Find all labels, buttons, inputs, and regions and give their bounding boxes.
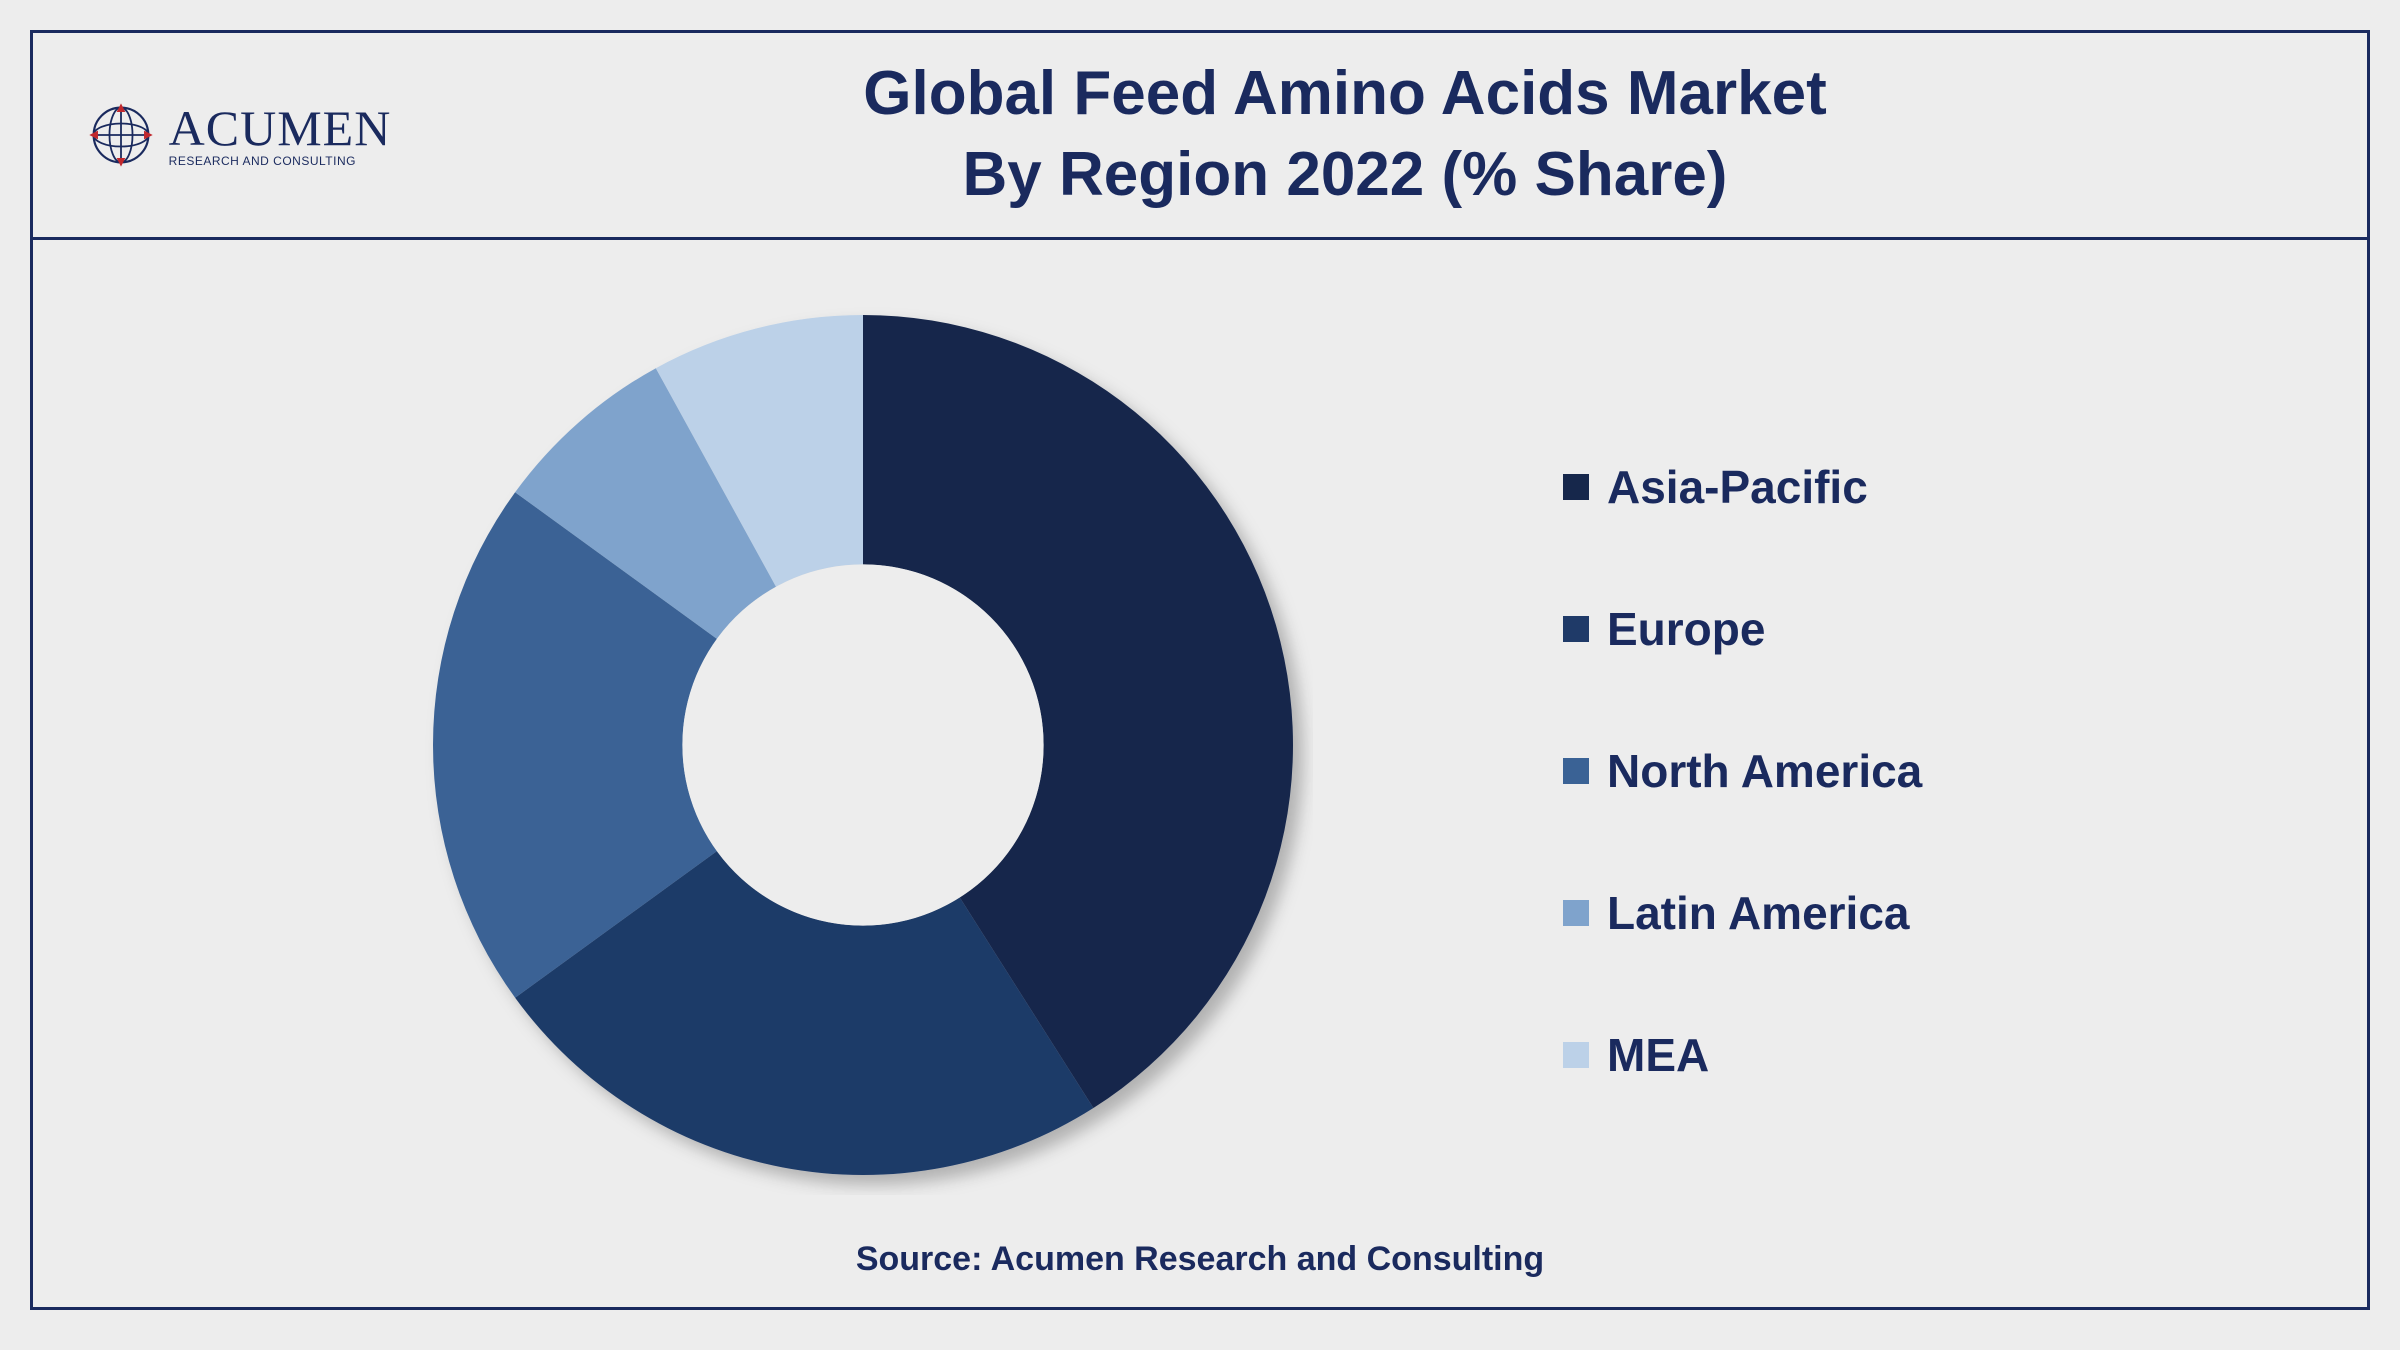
legend-item-europe: Europe [1563, 602, 1922, 656]
logo-block: ACUMEN RESEARCH AND CONSULTING [33, 99, 443, 171]
title-block: Global Feed Amino Acids Market By Region… [443, 54, 2367, 215]
logo-text: ACUMEN RESEARCH AND CONSULTING [169, 103, 392, 167]
legend-label: Europe [1607, 602, 1765, 656]
legend-swatch [1563, 758, 1589, 784]
legend-swatch [1563, 900, 1589, 926]
donut-hole [682, 564, 1043, 925]
header-bar: ACUMEN RESEARCH AND CONSULTING Global Fe… [30, 30, 2370, 240]
legend-item-mea: MEA [1563, 1028, 1922, 1082]
legend-item-latin-america: Latin America [1563, 886, 1922, 940]
globe-icon [85, 99, 157, 171]
legend-item-asia-pacific: Asia-Pacific [1563, 460, 1922, 514]
legend-swatch [1563, 474, 1589, 500]
legend-item-north-america: North America [1563, 744, 1922, 798]
title-line-1: Global Feed Amino Acids Market [443, 54, 2247, 135]
logo: ACUMEN RESEARCH AND CONSULTING [85, 99, 392, 171]
legend-swatch [1563, 616, 1589, 642]
legend: Asia-Pacific Europe North America Latin Ame… [1563, 460, 1922, 1082]
logo-sub-text: RESEARCH AND CONSULTING [169, 155, 392, 167]
chart-body: Asia-Pacific Europe North America Latin Ame… [30, 240, 2370, 1310]
legend-label: Latin America [1607, 886, 1910, 940]
source-text: Source: Acumen Research and Consulting [33, 1240, 2367, 1279]
logo-main-text: ACUMEN [169, 103, 392, 153]
donut-svg [413, 295, 1313, 1195]
legend-label: Asia-Pacific [1607, 460, 1868, 514]
legend-label: North America [1607, 744, 1922, 798]
donut-chart [413, 295, 1313, 1195]
legend-swatch [1563, 1042, 1589, 1068]
title-line-2: By Region 2022 (% Share) [443, 135, 2247, 216]
infographic-panel: ACUMEN RESEARCH AND CONSULTING Global Fe… [30, 30, 2370, 1320]
legend-label: MEA [1607, 1028, 1709, 1082]
